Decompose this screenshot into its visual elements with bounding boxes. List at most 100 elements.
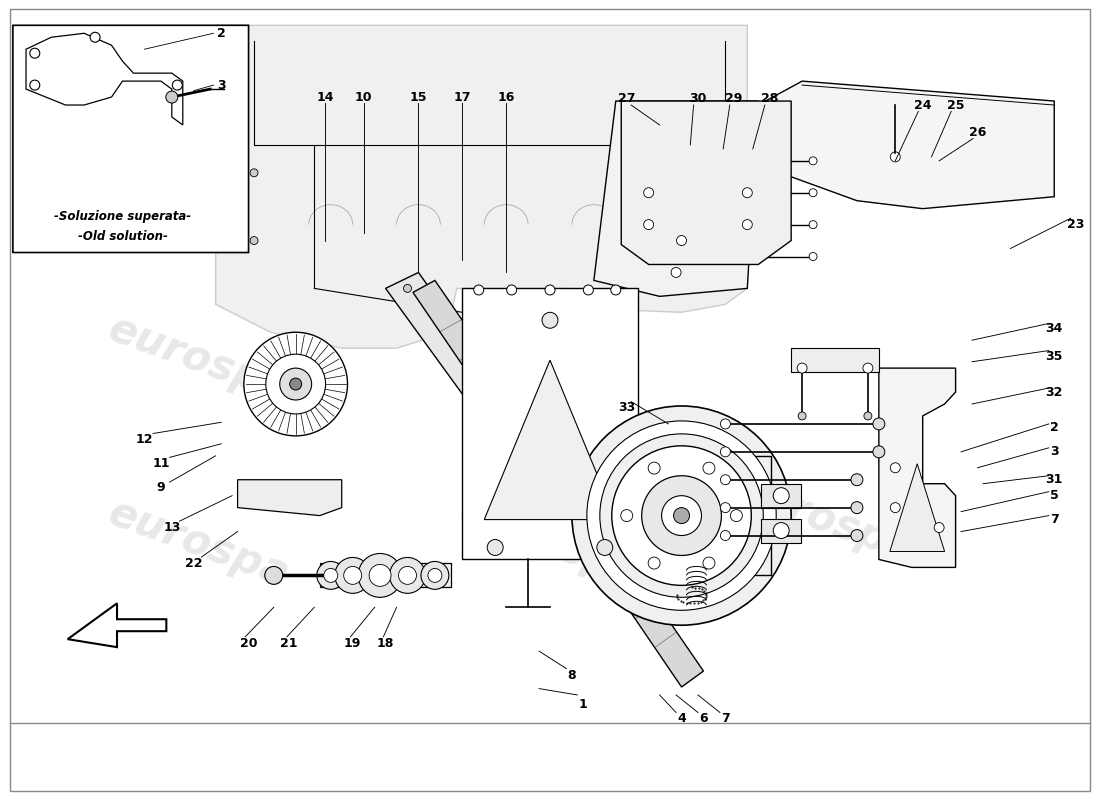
Circle shape [421,562,449,590]
Text: 10: 10 [355,90,373,103]
FancyBboxPatch shape [13,26,249,253]
Circle shape [323,569,338,582]
Circle shape [810,157,817,165]
Circle shape [730,510,743,522]
Polygon shape [238,480,342,515]
Text: 11: 11 [152,458,169,470]
Text: 32: 32 [1046,386,1063,398]
Text: 2: 2 [217,26,226,40]
Circle shape [289,378,301,390]
Polygon shape [68,603,166,647]
Circle shape [810,189,817,197]
Circle shape [370,565,392,586]
Circle shape [244,332,348,436]
Circle shape [798,363,807,373]
Bar [761,484,801,508]
Circle shape [720,447,730,457]
Circle shape [773,522,789,538]
Circle shape [610,285,620,295]
Text: 30: 30 [690,92,706,105]
Circle shape [742,220,752,230]
Circle shape [279,368,311,400]
Circle shape [890,502,900,513]
Polygon shape [320,563,451,587]
Text: 23: 23 [1067,218,1085,231]
Circle shape [644,188,653,198]
Circle shape [359,554,402,598]
Circle shape [810,221,817,229]
Circle shape [720,530,730,541]
Circle shape [720,502,730,513]
Circle shape [673,508,690,523]
Circle shape [648,557,660,569]
Circle shape [317,562,344,590]
Bar [761,518,801,542]
Polygon shape [26,34,183,125]
Circle shape [862,363,873,373]
Circle shape [810,253,817,261]
Text: 7: 7 [720,712,729,726]
Circle shape [864,412,872,420]
Circle shape [703,557,715,569]
Circle shape [722,237,729,245]
Polygon shape [412,281,704,687]
Circle shape [597,539,613,555]
Circle shape [572,406,791,626]
Circle shape [343,566,362,584]
Text: 4: 4 [678,712,686,726]
Text: 17: 17 [453,90,471,103]
Polygon shape [216,26,747,348]
Circle shape [398,566,417,584]
Text: 9: 9 [156,481,165,494]
Circle shape [166,91,178,103]
Text: 25: 25 [947,98,965,111]
Text: 21: 21 [280,637,298,650]
Circle shape [334,558,371,594]
Circle shape [890,462,900,473]
Polygon shape [621,101,791,265]
Circle shape [648,462,660,474]
Circle shape [507,285,517,295]
Circle shape [620,510,632,522]
Text: 3: 3 [1049,446,1058,458]
Circle shape [890,152,900,162]
Text: 20: 20 [240,637,257,650]
Text: 22: 22 [185,557,202,570]
Text: 28: 28 [760,92,778,105]
Text: 29: 29 [726,92,742,105]
Polygon shape [791,348,879,372]
Circle shape [250,169,258,177]
Circle shape [671,267,681,278]
Circle shape [404,285,411,292]
Circle shape [873,418,884,430]
Circle shape [773,488,789,504]
Circle shape [266,354,326,414]
Text: 8: 8 [568,669,576,682]
Circle shape [641,476,722,555]
Circle shape [30,48,40,58]
Text: -Soluzione superata-: -Soluzione superata- [54,210,191,223]
Circle shape [720,419,730,429]
Circle shape [722,169,729,177]
Text: 3: 3 [217,78,226,91]
Circle shape [851,502,862,514]
Text: 1: 1 [579,698,587,711]
Circle shape [671,140,681,150]
Circle shape [544,285,556,295]
Circle shape [742,188,752,198]
Text: 2: 2 [1049,422,1058,434]
Circle shape [487,539,503,555]
Polygon shape [594,101,758,296]
Circle shape [799,412,806,420]
Circle shape [851,530,862,542]
Circle shape [389,558,426,594]
Circle shape [671,235,681,246]
Text: 33: 33 [618,402,636,414]
Polygon shape [890,464,945,551]
Text: eurospa: eurospa [103,491,296,596]
Bar [462,288,638,559]
Circle shape [587,421,777,610]
Circle shape [600,434,763,598]
Text: 34: 34 [1046,322,1063,334]
Circle shape [612,446,751,586]
